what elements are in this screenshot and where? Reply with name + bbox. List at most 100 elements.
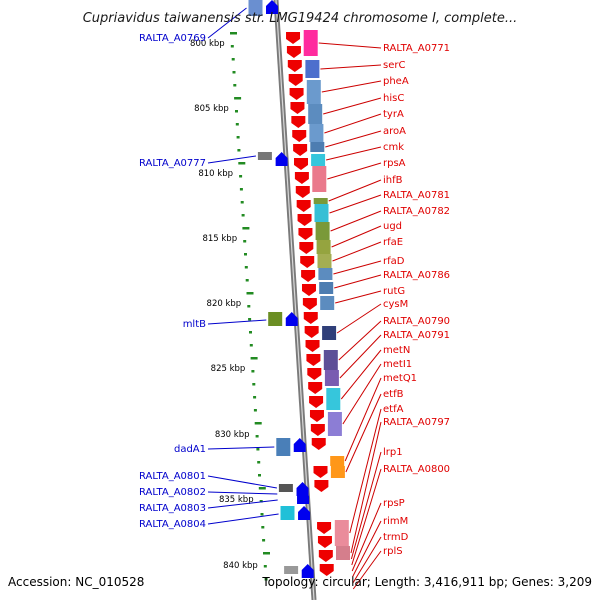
gene-label-ralta_a0786[interactable]: RALTA_A0786: [383, 270, 450, 281]
gene-label-ralta_a0803[interactable]: RALTA_A0803: [139, 503, 206, 514]
gene-features: [248, 0, 350, 578]
scale-tick: [249, 331, 252, 334]
scale-tick: [245, 279, 249, 282]
gene-label-etfa[interactable]: etfA: [383, 404, 404, 415]
gene-label-metq1[interactable]: metQ1: [383, 373, 417, 384]
gene-arrow-forward: [293, 438, 306, 452]
gene-label-hisc[interactable]: hisC: [383, 93, 404, 104]
gene-label-cmk[interactable]: cmk: [383, 142, 404, 153]
gene-label-etfb[interactable]: etfB: [383, 389, 404, 400]
scale-label: 825 kbp: [211, 364, 246, 374]
gene-label-cysm[interactable]: cysM: [383, 299, 408, 310]
label-leader: [320, 64, 382, 70]
gene-label-ihfb[interactable]: ihfB: [383, 175, 403, 186]
scale-tick: [236, 136, 240, 139]
gene-label-tyra[interactable]: tyrA: [383, 109, 404, 120]
gene-arrow-forward: [298, 506, 311, 520]
gene-block: [312, 166, 327, 192]
gene-block: [316, 240, 331, 254]
label-leader: [207, 446, 275, 450]
gene-arrow-reverse: [309, 396, 324, 408]
scale-tick: [250, 357, 258, 360]
scale-tick: [238, 162, 246, 165]
gene-label-ralta_a0791[interactable]: RALTA_A0791: [383, 330, 450, 341]
gene-block: [311, 154, 326, 166]
scale-label: 820 kbp: [207, 299, 242, 309]
gene-arrow-reverse: [298, 228, 313, 240]
gene-label-meti1[interactable]: metI1: [383, 359, 412, 370]
label-leader: [335, 290, 382, 304]
gene-label-ralta_a0804[interactable]: RALTA_A0804: [139, 519, 206, 530]
gene-block: [305, 60, 320, 78]
scale-tick: [253, 409, 257, 412]
gene-label-ralta_a0802[interactable]: RALTA_A0802: [139, 487, 206, 498]
scale-tick: [232, 71, 236, 74]
gene-arrow-reverse: [313, 466, 328, 478]
scale-label: 805 kbp: [194, 104, 229, 114]
scale-tick: [257, 461, 261, 464]
scale-tick: [263, 565, 267, 568]
gene-label-rutg[interactable]: rutG: [383, 286, 405, 297]
scale-tick: [247, 305, 251, 308]
gene-block: [276, 438, 291, 456]
gene-arrow-forward: [297, 490, 310, 504]
scale-tick: [239, 175, 243, 178]
gene-label-rpls[interactable]: rplS: [383, 546, 403, 557]
gene-block: [318, 268, 333, 280]
gene-label-ralta_a0797[interactable]: RALTA_A0797: [383, 417, 450, 428]
scale-tick: [241, 214, 245, 217]
gene-label-trmd[interactable]: trmD: [383, 532, 409, 543]
label-leader: [318, 42, 382, 49]
label-leader: [351, 468, 382, 566]
gene-arrow-reverse: [292, 130, 307, 142]
scale-tick: [258, 474, 261, 477]
gene-label-mltb[interactable]: mltB: [183, 319, 206, 330]
gene-label-lrp1[interactable]: lrp1: [383, 447, 403, 458]
gene-label-rfad[interactable]: rfaD: [383, 256, 405, 267]
label-leaders: [207, 7, 382, 590]
gene-label-rimm[interactable]: rimM: [383, 516, 408, 527]
gene-label-aroa[interactable]: aroA: [383, 126, 406, 137]
gene-arrow-reverse: [294, 158, 309, 170]
gene-label-ralta_a0800[interactable]: RALTA_A0800: [383, 464, 450, 475]
gene-label-serc[interactable]: serC: [383, 60, 405, 71]
gene-label-ralta_a0777[interactable]: RALTA_A0777: [139, 158, 206, 169]
gene-label-rfae[interactable]: rfaE: [383, 237, 403, 248]
gene-arrow-reverse: [286, 46, 301, 58]
scale-tick: [235, 110, 238, 113]
gene-label-ralta_a0782[interactable]: RALTA_A0782: [383, 206, 450, 217]
gene-block: [327, 412, 342, 436]
label-leader: [351, 502, 382, 572]
gene-label-ralta_a0781[interactable]: RALTA_A0781: [383, 190, 450, 201]
scale-ticks: [230, 32, 270, 581]
gene-label-dada1[interactable]: dadA1: [174, 444, 206, 455]
gene-block: [280, 506, 295, 520]
gene-arrow-forward: [301, 564, 314, 578]
gene-label-ralta_a0790[interactable]: RALTA_A0790: [383, 316, 450, 327]
gene-label-rpsp[interactable]: rpsP: [383, 498, 405, 509]
gene-label-rpsa[interactable]: rpsA: [383, 158, 406, 169]
gene-label-ralta_a0801[interactable]: RALTA_A0801: [139, 471, 206, 482]
scale-tick: [239, 188, 243, 191]
topology-text: Topology: circular; Length: 3,416,911 bp…: [261, 575, 592, 589]
gene-arrow-reverse: [301, 284, 316, 296]
gene-block: [310, 142, 325, 152]
scale-tick: [262, 539, 266, 542]
right-gene-labels: RALTA_A0771 serC pheA hisC tyrA aroA cmk rpsA ih…: [383, 43, 450, 557]
scale-label: 800 kbp: [190, 39, 225, 49]
gene-arrow-reverse: [311, 438, 326, 450]
gene-arrow-reverse: [305, 340, 320, 352]
gene-label-ralta_a0771[interactable]: RALTA_A0771: [383, 43, 450, 54]
scale-tick: [254, 422, 262, 425]
gene-label-phea[interactable]: pheA: [383, 76, 409, 87]
label-leader: [207, 155, 256, 164]
gene-arrow-reverse: [295, 186, 310, 198]
gene-label-ugd[interactable]: ugd: [383, 221, 402, 232]
gene-label-metn[interactable]: metN: [383, 345, 410, 356]
gene-block: [257, 152, 272, 160]
gene-arrow-reverse: [296, 200, 311, 212]
gene-block: [248, 0, 263, 16]
gene-label-ralta_a0769[interactable]: RALTA_A0769: [139, 33, 206, 44]
scale-tick: [263, 552, 270, 555]
